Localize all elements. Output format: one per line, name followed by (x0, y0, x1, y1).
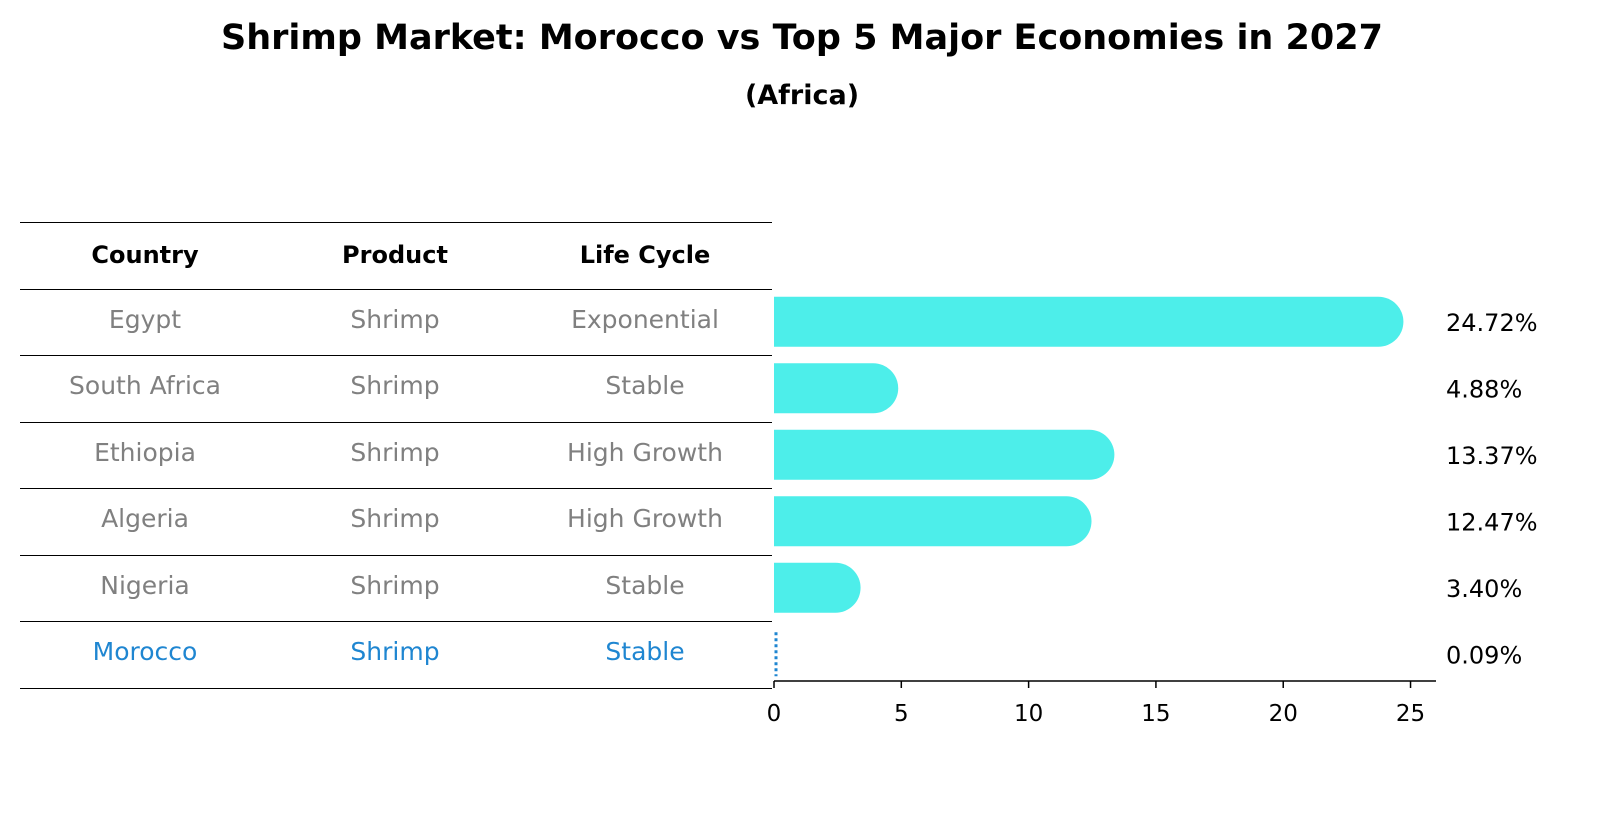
table-cell-country: Nigeria (100, 570, 190, 600)
table-cell-life-cycle: Exponential (571, 304, 719, 334)
table-rule (20, 288, 772, 290)
table-cell-life-cycle: High Growth (567, 437, 723, 467)
bar-value-label: 12.47% (1446, 508, 1538, 536)
table-cell-life-cycle: Stable (605, 570, 685, 600)
bar-algeria (774, 496, 1092, 547)
table-cell-life-cycle: Stable (605, 371, 685, 401)
table-cell-life-cycle: High Growth (567, 504, 723, 534)
table-cell-country: Morocco (92, 637, 198, 667)
bar-ethiopia (774, 429, 1115, 480)
x-tick-label: 25 (1396, 701, 1425, 727)
table-rule (20, 554, 772, 556)
table-cell-product: Shrimp (350, 570, 440, 600)
x-tick-label: 0 (767, 701, 782, 727)
table-header-cell: Life Cycle (579, 241, 711, 270)
x-tick-label: 20 (1269, 701, 1298, 727)
table-header-cell: Product (342, 241, 448, 270)
table-cell-life-cycle: Stable (605, 637, 685, 667)
table-rule (20, 222, 772, 223)
table-cell-product: Shrimp (350, 371, 440, 401)
table-rule (20, 687, 772, 689)
table-cell-country: Ethiopia (94, 437, 196, 467)
bar-south-africa (774, 363, 899, 414)
bar-value-label: 3.40% (1446, 575, 1522, 603)
table-header-cell: Country (91, 241, 199, 270)
bar-value-label: 13.37% (1446, 442, 1538, 470)
table-rule (20, 421, 772, 423)
table-cell-product: Shrimp (350, 504, 440, 534)
table-cell-product: Shrimp (350, 304, 440, 334)
bar-nigeria (774, 562, 861, 613)
table-cell-product: Shrimp (350, 637, 440, 667)
table-cell-product: Shrimp (350, 437, 440, 467)
bar-egypt (774, 296, 1404, 347)
x-tick-label: 15 (1141, 701, 1170, 727)
bar-value-label: 0.09% (1446, 641, 1522, 669)
chart-title: Shrimp Market: Morocco vs Top 5 Major Ec… (221, 18, 1383, 58)
x-tick-label: 10 (1014, 701, 1043, 727)
table-cell-country: Egypt (108, 304, 182, 334)
table-cell-country: South Africa (69, 371, 221, 401)
table-rule (20, 355, 772, 356)
table-rule (20, 488, 772, 489)
x-tick-label: 5 (894, 701, 909, 727)
table-rule (20, 621, 772, 622)
chart-subtitle: (Africa) (744, 80, 860, 111)
bar-value-label: 24.72% (1446, 309, 1538, 337)
bar-value-label: 4.88% (1446, 375, 1522, 403)
table-cell-country: Algeria (101, 504, 189, 534)
